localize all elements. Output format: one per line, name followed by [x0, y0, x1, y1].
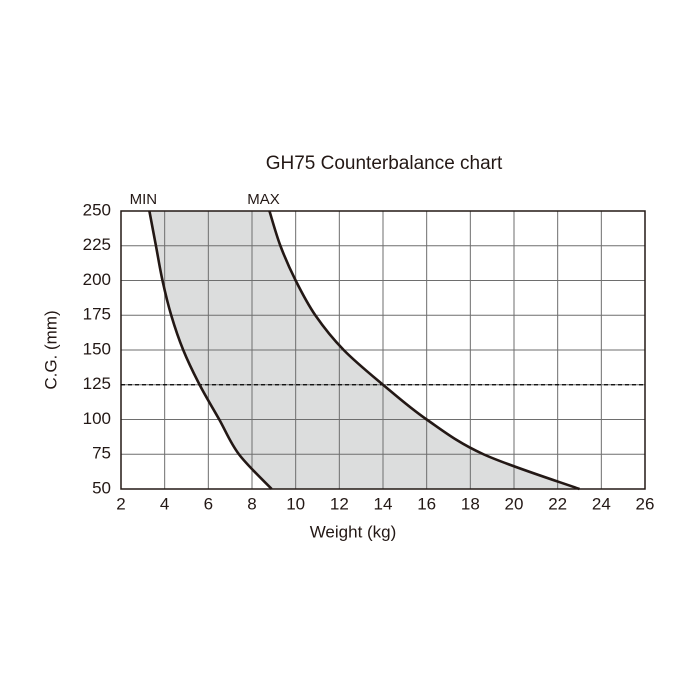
x-tick-label: 20 — [505, 494, 524, 513]
x-tick-label: 10 — [286, 494, 305, 513]
x-tick-label: 4 — [160, 494, 169, 513]
y-tick-label: 200 — [83, 270, 111, 289]
y-tick-label: 125 — [83, 374, 111, 393]
x-tick-label: 26 — [636, 494, 655, 513]
y-tick-label: 225 — [83, 235, 111, 254]
line — [148, 210, 273, 490]
x-tick-label: 16 — [417, 494, 436, 513]
x-axis-label: Weight (kg) — [310, 522, 397, 541]
x-tick-label: 22 — [548, 494, 567, 513]
y-tick-label: 50 — [92, 478, 111, 497]
y-tick-label: 175 — [83, 305, 111, 324]
y-tick-label: 250 — [83, 200, 111, 219]
y-tick-label: 100 — [83, 409, 111, 428]
series-label: MAX — [247, 191, 280, 208]
plot-frame — [120, 210, 646, 490]
chart-title: GH75 Counterbalance chart — [266, 153, 503, 174]
series-label: MIN — [130, 191, 158, 208]
y-tick-label: 150 — [83, 339, 111, 358]
line — [268, 210, 580, 491]
x-tick-label: 8 — [247, 494, 256, 513]
x-tick-label: 14 — [374, 494, 393, 513]
x-tick-label: 6 — [204, 494, 213, 513]
y-tick-label: 75 — [92, 444, 111, 463]
x-tick-label: 24 — [592, 494, 611, 513]
x-tick-label: 12 — [330, 494, 349, 513]
x-tick-label: 2 — [116, 494, 125, 513]
x-tick-label: 18 — [461, 494, 480, 513]
y-axis-label: C.G. (mm) — [41, 310, 60, 389]
